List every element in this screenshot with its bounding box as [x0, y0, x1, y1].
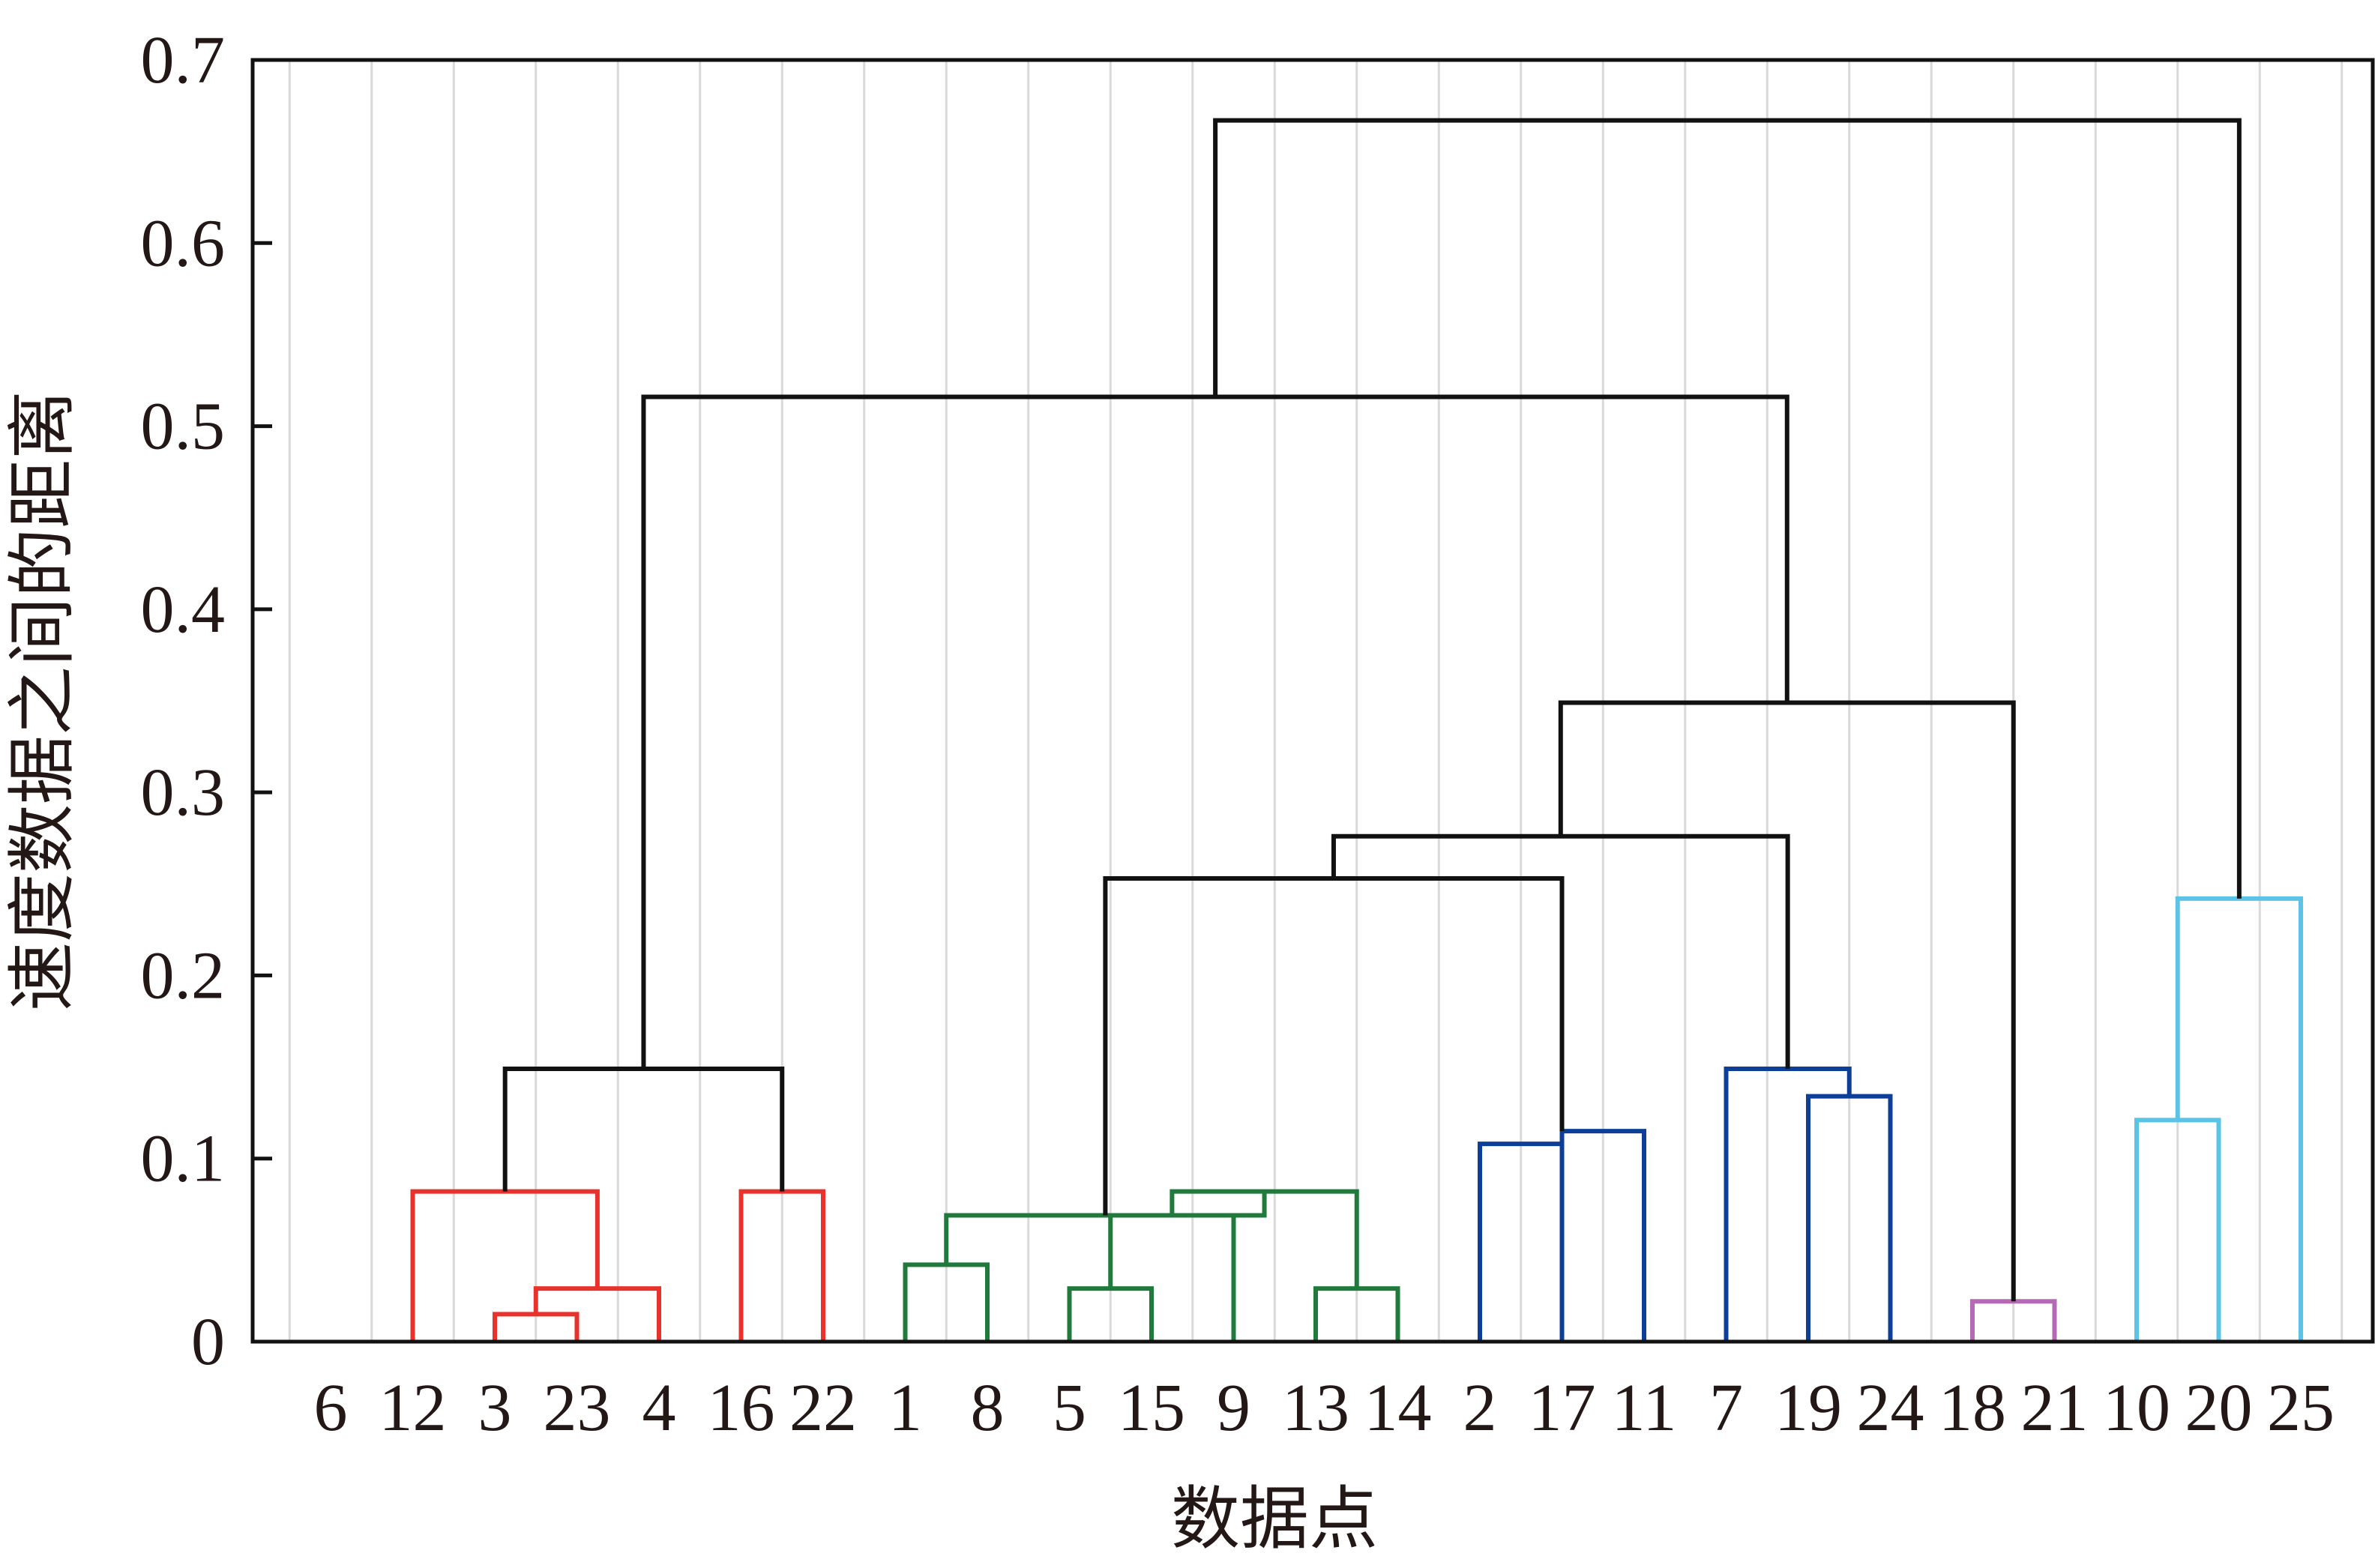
- y-axis: 0 0.1 0.2 0.3 0.4 0.5 0.6 0.7: [141, 23, 272, 1379]
- dendrogram-link: [1067, 1286, 1154, 1342]
- dendrogram-links: [410, 118, 2303, 1342]
- x-tick-label: 23: [544, 1371, 611, 1445]
- x-tick-label: 18: [1939, 1371, 2006, 1445]
- x-tick-label: 12: [379, 1371, 447, 1445]
- dendrogram-link: [1108, 1213, 1236, 1342]
- x-tick-label: 8: [971, 1371, 1005, 1445]
- x-tick-label: 6: [314, 1371, 348, 1445]
- x-tick-label: 24: [1857, 1371, 1924, 1445]
- x-tick-label: 13: [1282, 1371, 1349, 1445]
- y-tick-label: 0: [191, 1305, 225, 1379]
- y-tick-label: 0.7: [141, 23, 226, 97]
- y-tick-label: 0.5: [141, 390, 226, 464]
- x-tick-label: 17: [1529, 1371, 1596, 1445]
- dendrogram-link: [410, 1189, 600, 1342]
- dendrogram-link: [493, 1312, 580, 1342]
- y-axis-title: 速度数据之间的距离: [2, 391, 82, 1011]
- dendrogram-link: [641, 394, 1789, 1070]
- x-tick-label: 11: [1612, 1371, 1677, 1445]
- x-tick-label: 14: [1364, 1371, 1432, 1445]
- dendrogram-link: [1724, 1067, 1852, 1342]
- x-tick-label: 2: [1463, 1371, 1497, 1445]
- x-tick-label: 16: [708, 1371, 775, 1445]
- x-tick-label: 1: [888, 1371, 922, 1445]
- x-tick-label: 7: [1709, 1371, 1743, 1445]
- y-tick-label: 0.3: [141, 756, 226, 830]
- dendrogram-link: [2175, 896, 2303, 1342]
- x-axis: 6 12 3 23 4 16 22 1 8 5 15 9 13 14 2 17 11 7 19 24 18 21 10 20 2…: [314, 1371, 2335, 1445]
- x-tick-label: 15: [1118, 1371, 1185, 1445]
- dendrogram-link: [1313, 1286, 1400, 1342]
- x-tick-label: 25: [2267, 1371, 2335, 1445]
- grid-layer: [288, 60, 2344, 1342]
- dendrogram-link: [1970, 1299, 2057, 1342]
- x-tick-label: 5: [1053, 1371, 1086, 1445]
- dendrogram-link: [1103, 875, 1565, 1216]
- x-tick-label: 22: [789, 1371, 857, 1445]
- x-tick-label: 21: [2021, 1371, 2089, 1445]
- dendrogram-link: [502, 1067, 785, 1192]
- x-tick-label: 19: [1775, 1371, 1842, 1445]
- plot-frame: [250, 58, 2375, 1344]
- dendrogram-link: [1213, 118, 2242, 899]
- x-tick-label: 3: [478, 1371, 512, 1445]
- dendrogram-link: [1558, 700, 2016, 1302]
- x-tick-label: 4: [642, 1371, 676, 1445]
- y-tick-label: 0.6: [141, 206, 226, 280]
- dendrogram-link: [738, 1189, 825, 1342]
- y-tick-label: 0.4: [141, 573, 226, 647]
- dendrogram-link: [1806, 1094, 1893, 1342]
- y-tick-label: 0.1: [141, 1122, 226, 1196]
- dendrogram-link: [1559, 1129, 1646, 1342]
- x-axis-title: 数据点: [1171, 1479, 1378, 1559]
- x-tick-label: 10: [2103, 1371, 2170, 1445]
- x-tick-label: 20: [2185, 1371, 2253, 1445]
- y-tick-label: 0.2: [141, 938, 226, 1013]
- dendrogram-link: [533, 1286, 661, 1342]
- x-tick-label: 9: [1217, 1371, 1250, 1445]
